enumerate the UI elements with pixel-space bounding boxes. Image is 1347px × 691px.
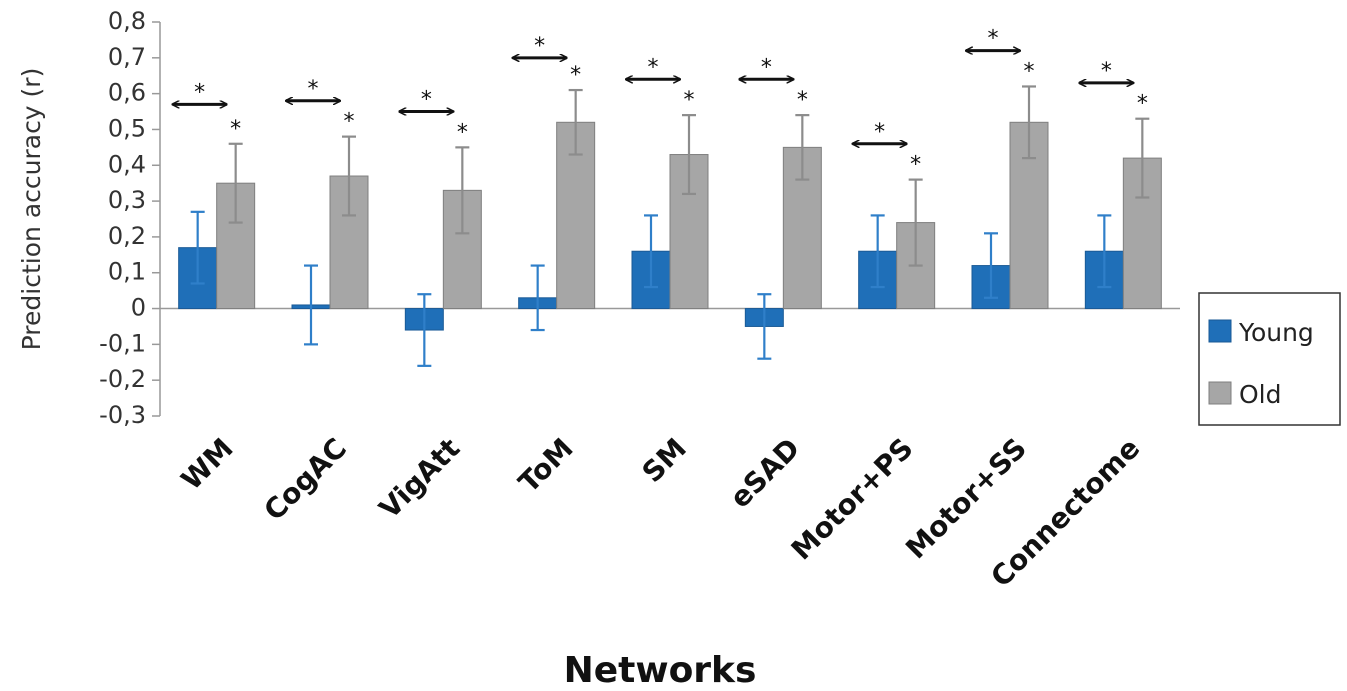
significance-star: *: [910, 153, 921, 178]
y-tick-label: 0,4: [108, 150, 146, 178]
category-label: Motor+PS: [785, 432, 920, 567]
bars: [178, 121, 1162, 331]
comparison-star: *: [534, 34, 545, 59]
y-axis-title-group: Prediction accuracy (r): [17, 68, 46, 351]
legend-label-old: Old: [1239, 380, 1282, 409]
comparison-star: *: [308, 77, 319, 102]
comparison-star: *: [421, 88, 432, 113]
significance-star: *: [457, 120, 468, 145]
error-bars: [190, 85, 1150, 367]
y-tick-label: -0,3: [99, 401, 146, 429]
category-label: ToM: [512, 432, 580, 500]
x-axis-title: Networks: [564, 650, 757, 691]
category-label: WM: [175, 432, 240, 497]
y-tick-label: 0,5: [108, 114, 146, 142]
y-axis: -0,3 -0,2 -0,1 0 0,1 0,2 0,3 0,4 0,5 0,6 0,7 0,8: [99, 7, 161, 429]
significance-star: *: [797, 88, 808, 113]
y-tick-label: 0,3: [108, 186, 146, 214]
legend-label-young: Young: [1238, 318, 1314, 347]
x-axis-categories: WM CogAC VigAtt ToM SM eSADMotor+PSMotor+SSCo…: [175, 432, 1147, 594]
comparison-star: *: [194, 80, 205, 105]
y-axis-title: Prediction accuracy (r): [17, 68, 46, 351]
significance-star: *: [1024, 59, 1035, 84]
comparison-brackets: * * * * * * * * *: [173, 27, 1134, 145]
comparison-star: *: [874, 120, 885, 145]
y-tick-label: 0,6: [108, 79, 146, 107]
significance-star: *: [684, 88, 695, 113]
y-tick-label: -0,2: [99, 365, 146, 393]
significance-star: *: [1137, 92, 1148, 117]
comparison-star: *: [648, 55, 659, 80]
comparison-star: *: [761, 55, 772, 80]
y-tick-label: 0,1: [108, 258, 146, 286]
category-label: SM: [636, 432, 693, 489]
category-label: CogAC: [257, 432, 352, 527]
comparison-star: *: [988, 27, 999, 52]
y-tick-label: 0,8: [108, 7, 146, 35]
comparison-star: *: [1101, 59, 1112, 84]
category-label: VigAtt: [373, 432, 467, 526]
significance-star: *: [344, 110, 355, 135]
y-tick-label: -0,1: [99, 329, 146, 357]
legend: Young Old: [1198, 292, 1341, 426]
significance-star: *: [570, 63, 581, 88]
legend-swatch-old: [1208, 381, 1232, 405]
y-tick-label: 0,7: [108, 43, 146, 71]
y-tick-label: 0: [131, 294, 146, 322]
legend-swatch-young: [1208, 319, 1232, 343]
significance-star: *: [230, 117, 241, 142]
category-label: eSAD: [723, 432, 806, 515]
y-tick-label: 0,2: [108, 222, 146, 250]
significance-stars: * * * * * * * * *: [230, 59, 1148, 177]
